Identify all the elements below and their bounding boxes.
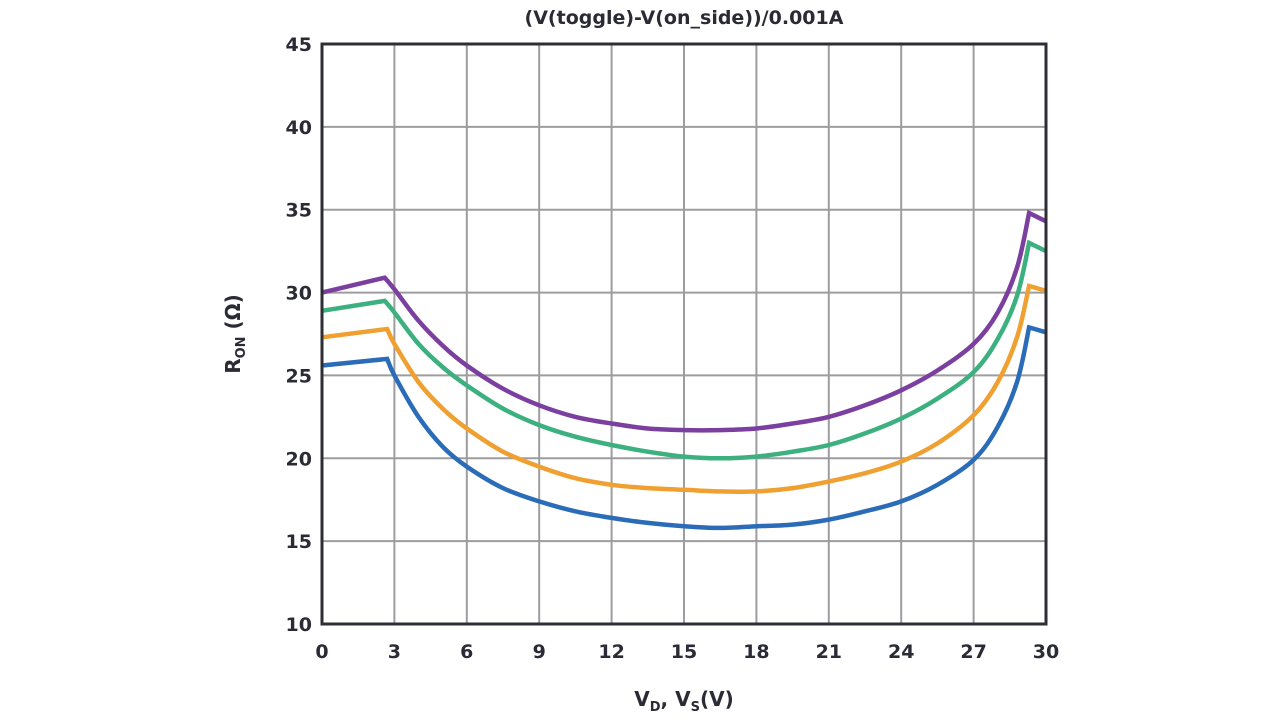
y-axis-label-subscript: ON bbox=[234, 336, 249, 358]
y-tick-label: 35 bbox=[286, 200, 312, 222]
series-line-green bbox=[321, 239, 1047, 461]
x-tick-label: 30 bbox=[1033, 641, 1059, 663]
series-line-orange bbox=[321, 283, 1047, 494]
x-tick-label: 24 bbox=[888, 641, 914, 663]
y-axis-ticks: 10 15 20 25 30 35 40 45 bbox=[286, 34, 312, 636]
y-tick-label: 20 bbox=[286, 448, 312, 470]
x-tick-label: 9 bbox=[533, 641, 546, 663]
x-tick-label: 15 bbox=[671, 641, 697, 663]
y-tick-label: 30 bbox=[286, 283, 312, 305]
x-axis-label-main: V bbox=[634, 687, 650, 711]
x-axis-label-subscript-2: S bbox=[691, 700, 700, 715]
y-tick-label: 25 bbox=[286, 365, 312, 387]
grid bbox=[322, 44, 1046, 624]
x-axis-label: VD, VS(V) bbox=[634, 687, 733, 715]
x-tick-label: 18 bbox=[743, 641, 769, 663]
x-axis-ticks: 0 3 6 9 12 15 18 21 24 27 30 bbox=[315, 641, 1059, 663]
x-tick-label: 12 bbox=[598, 641, 624, 663]
chart-title: (V(toggle)-V(on_side))/0.001A bbox=[525, 7, 844, 29]
x-tick-label: 27 bbox=[960, 641, 986, 663]
y-axis-label-main: R bbox=[221, 358, 245, 373]
y-tick-label: 40 bbox=[286, 117, 312, 139]
x-axis-label-separator: , V bbox=[661, 687, 692, 711]
x-tick-label: 6 bbox=[460, 641, 473, 663]
y-tick-label: 15 bbox=[286, 531, 312, 553]
series-layer bbox=[321, 209, 1047, 531]
x-tick-label: 3 bbox=[388, 641, 401, 663]
x-tick-label: 0 bbox=[315, 641, 328, 663]
x-tick-label: 21 bbox=[816, 641, 842, 663]
y-tick-label: 45 bbox=[286, 34, 312, 56]
series-line-purple bbox=[321, 209, 1047, 433]
plot-frame bbox=[320, 42, 1048, 626]
y-axis-label-unit: (Ω) bbox=[221, 294, 245, 336]
y-axis-label: RON (Ω) bbox=[221, 294, 249, 374]
x-axis-label-subscript-1: D bbox=[650, 700, 661, 715]
y-tick-label: 10 bbox=[286, 614, 312, 636]
series-line-blue bbox=[321, 324, 1047, 531]
x-axis-label-unit: (V) bbox=[700, 687, 734, 711]
